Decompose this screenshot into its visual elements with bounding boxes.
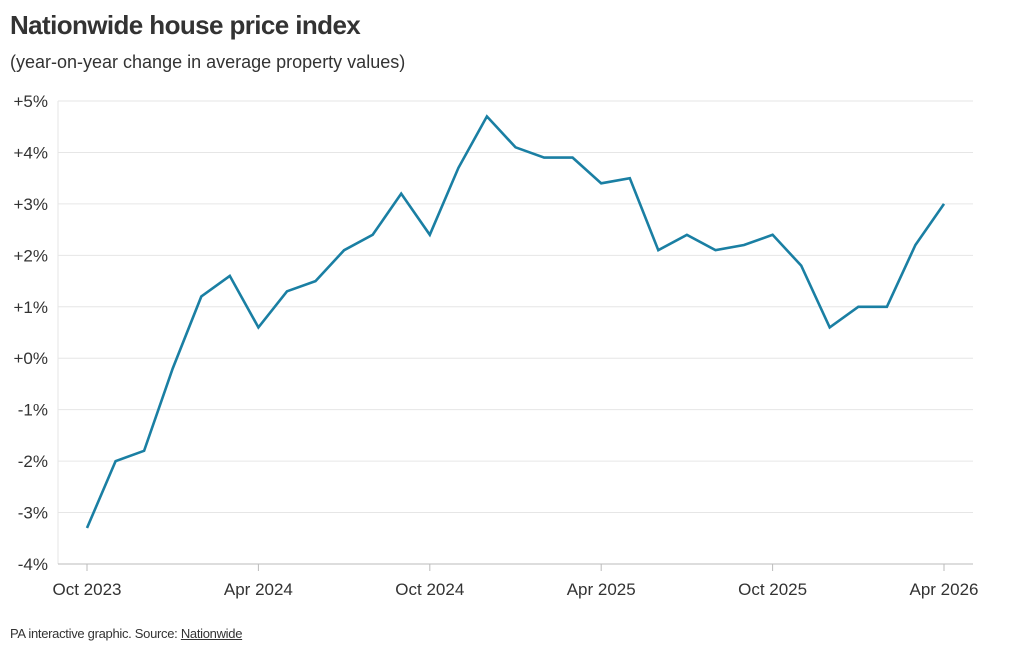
data-point[interactable] (939, 199, 949, 209)
data-point[interactable] (796, 261, 806, 271)
y-tick-label: +0% (14, 349, 49, 368)
footer: PA interactive graphic. Source: Nationwi… (10, 626, 242, 641)
y-tick-label: +3% (14, 195, 49, 214)
y-tick-label: +1% (14, 298, 49, 317)
y-tick-label: -4% (18, 555, 48, 574)
data-point[interactable] (910, 240, 920, 250)
line-chart: +5% +4% +3% +2% +1% +0% -1% -2% -3% -4% Oct 2023 A… (14, 92, 979, 599)
data-point[interactable] (82, 523, 92, 533)
data-point[interactable] (311, 276, 321, 286)
data-point[interactable] (368, 230, 378, 240)
data-point[interactable] (711, 245, 721, 255)
data-point[interactable] (253, 322, 263, 332)
x-tick-label: Oct 2024 (395, 580, 464, 599)
data-point[interactable] (882, 302, 892, 312)
series-layer (82, 111, 949, 533)
data-point[interactable] (653, 245, 663, 255)
y-tick-label: -3% (18, 504, 48, 523)
x-tick-label: Oct 2025 (738, 580, 807, 599)
data-point[interactable] (139, 446, 149, 456)
data-point[interactable] (339, 245, 349, 255)
y-tick-label: +2% (14, 246, 49, 265)
data-point[interactable] (596, 178, 606, 188)
x-tick-label: Apr 2024 (224, 580, 293, 599)
data-point[interactable] (282, 286, 292, 296)
y-tick-label: +5% (14, 92, 49, 111)
axes (57, 101, 973, 571)
data-point[interactable] (482, 111, 492, 121)
footer-credit: PA interactive graphic. Source: (10, 626, 181, 641)
x-tick-label: Oct 2023 (53, 580, 122, 599)
data-point[interactable] (625, 173, 635, 183)
series-line (85, 114, 946, 529)
y-tick-label: -1% (18, 401, 48, 420)
data-point[interactable] (196, 292, 206, 302)
y-tick-label: +4% (14, 143, 49, 162)
y-axis-tick-labels: +5% +4% +3% +2% +1% +0% -1% -2% -3% -4% (14, 92, 49, 574)
chart-subtitle: (year-on-year change in average property… (10, 52, 406, 72)
chart-title: Nationwide house price index (10, 10, 361, 40)
y-tick-label: -2% (18, 452, 48, 471)
data-point[interactable] (168, 364, 178, 374)
data-point[interactable] (396, 189, 406, 199)
data-point[interactable] (568, 153, 578, 163)
x-axis-tick-labels: Oct 2023 Apr 2024 Oct 2024 Apr 2025 Oct 2025… (53, 580, 979, 599)
data-point[interactable] (682, 230, 692, 240)
data-point[interactable] (225, 271, 235, 281)
data-point[interactable] (111, 456, 121, 466)
data-point[interactable] (453, 163, 463, 173)
data-point[interactable] (768, 230, 778, 240)
source-link[interactable]: Nationwide (180, 626, 243, 641)
data-point[interactable] (825, 322, 835, 332)
x-tick-label: Apr 2025 (567, 580, 636, 599)
data-point[interactable] (853, 302, 863, 312)
data-point[interactable] (539, 153, 549, 163)
x-tick-label: Apr 2026 (910, 580, 979, 599)
data-point[interactable] (739, 240, 749, 250)
gridlines (58, 100, 973, 514)
data-point[interactable] (511, 142, 521, 152)
data-point[interactable] (425, 230, 435, 240)
